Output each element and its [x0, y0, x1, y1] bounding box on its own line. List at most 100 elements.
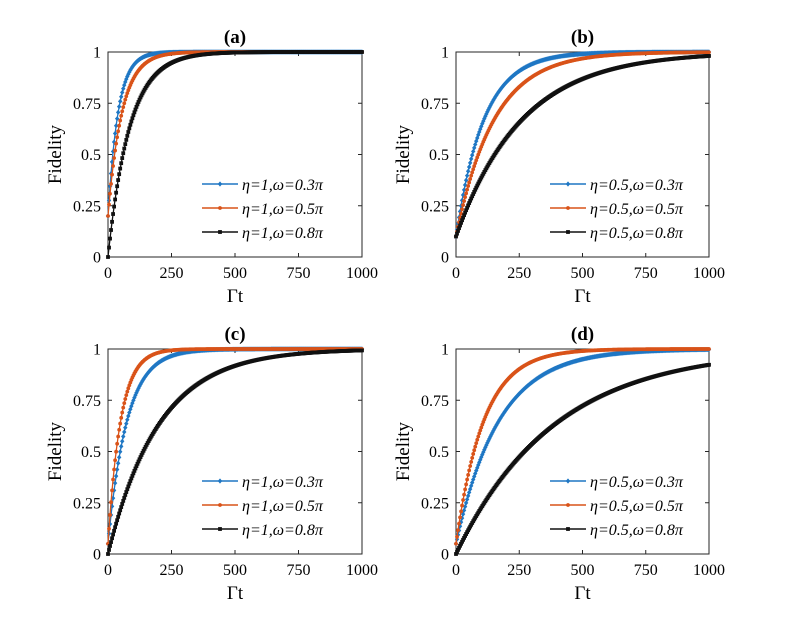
- data-point: [455, 550, 459, 554]
- data-point: [456, 547, 460, 552]
- data-point: [463, 195, 468, 200]
- data-point: [125, 389, 130, 394]
- data-point: [468, 156, 474, 162]
- legend-label: η=1,ω=0.3π: [242, 177, 324, 194]
- data-point: [465, 187, 470, 192]
- data-point: [108, 544, 112, 548]
- data-point: [108, 236, 112, 241]
- y-tick-label: 1: [93, 45, 101, 62]
- y-axis-label: Fidelity: [45, 421, 66, 481]
- data-point: [137, 383, 142, 389]
- data-point: [106, 214, 110, 218]
- y-tick-label: 0.25: [73, 495, 101, 512]
- data-point: [461, 187, 467, 193]
- data-point: [129, 119, 134, 124]
- data-point: [123, 397, 128, 401]
- data-point: [473, 444, 478, 449]
- data-point: [133, 107, 138, 112]
- data-point: [107, 548, 111, 552]
- y-tick-label: 0: [93, 547, 101, 564]
- data-point: [463, 487, 468, 492]
- data-point: [464, 173, 470, 179]
- data-point: [473, 470, 478, 477]
- legend-label: η=0.5,ω=0.3π: [590, 474, 684, 491]
- data-point: [465, 205, 470, 210]
- data-point: [136, 459, 141, 464]
- data-point: [460, 218, 464, 223]
- legend-label: η=0.5,ω=0.3π: [590, 177, 684, 194]
- data-point: [479, 175, 484, 180]
- data-point: [465, 168, 471, 174]
- data-point: [473, 187, 478, 192]
- data-point: [460, 511, 466, 517]
- data-point: [471, 452, 476, 456]
- data-point: [113, 473, 119, 479]
- legend-label: η=0.5,ω=0.5π: [590, 498, 684, 515]
- data-point: [115, 518, 120, 523]
- x-tick-label: 500: [223, 562, 247, 579]
- y-axis-label: Fidelity: [393, 421, 414, 481]
- data-point: [110, 219, 114, 224]
- y-axis-label: Fidelity: [45, 124, 66, 184]
- data-point: [466, 184, 471, 188]
- data-point: [141, 376, 146, 382]
- data-point: [458, 223, 462, 228]
- data-point: [109, 540, 113, 544]
- chart-panel-d: 0 250 500 750 1000 0 0.25 0.5 0.75 1 (d) Γt Fidelity…: [393, 324, 725, 604]
- data-point: [106, 552, 110, 556]
- data-point: [108, 513, 112, 517]
- data-point: [107, 202, 111, 207]
- data-point: [459, 211, 463, 216]
- y-tick-label: 0.25: [73, 198, 101, 215]
- x-tick-label: 750: [634, 562, 658, 579]
- data-point: [129, 476, 134, 481]
- data-point: [360, 50, 364, 54]
- data-point: [115, 109, 121, 115]
- data-point: [117, 172, 122, 177]
- x-tick-label: 750: [287, 562, 311, 579]
- data-point: [459, 509, 463, 514]
- data-point: [131, 113, 136, 118]
- data-point: [123, 79, 128, 85]
- y-tick-label: 0.75: [421, 96, 449, 113]
- data-point: [138, 95, 143, 100]
- data-point: [109, 181, 113, 186]
- legend: η=0.5,ω=0.3π η=0.5,ω=0.5π η=0.5,ω=0.8π: [550, 177, 684, 242]
- data-point: [120, 502, 125, 506]
- series-3: [106, 348, 364, 556]
- series-2: [454, 347, 711, 546]
- series-3: [454, 362, 711, 556]
- data-point: [116, 178, 121, 182]
- data-point: [130, 64, 135, 70]
- data-point: [110, 536, 114, 541]
- data-point: [470, 194, 475, 199]
- legend-label: η=1,ω=0.3π: [242, 474, 324, 491]
- data-point: [122, 429, 127, 435]
- data-point: [476, 434, 481, 439]
- series-1: [453, 346, 712, 547]
- x-tick-label: 0: [104, 265, 112, 282]
- x-tick-label: 250: [507, 265, 531, 282]
- data-point: [122, 101, 127, 106]
- data-point: [111, 164, 115, 168]
- data-point: [119, 113, 124, 118]
- chart-title: (a): [224, 27, 246, 48]
- data-point: [496, 89, 501, 95]
- legend-marker: [565, 478, 571, 484]
- data-point: [126, 413, 131, 419]
- data-point: [128, 406, 133, 412]
- data-point: [462, 492, 466, 497]
- data-point: [133, 466, 138, 471]
- data-point: [108, 191, 112, 196]
- data-point: [461, 537, 465, 542]
- series-line: [107, 51, 362, 217]
- data-point: [139, 93, 144, 98]
- x-tick-label: 500: [571, 562, 595, 579]
- data-point: [461, 203, 465, 207]
- data-point: [128, 479, 133, 483]
- data-point: [119, 415, 124, 420]
- data-point: [138, 381, 143, 387]
- data-point: [467, 160, 473, 166]
- data-point: [119, 94, 124, 100]
- data-point: [472, 189, 477, 194]
